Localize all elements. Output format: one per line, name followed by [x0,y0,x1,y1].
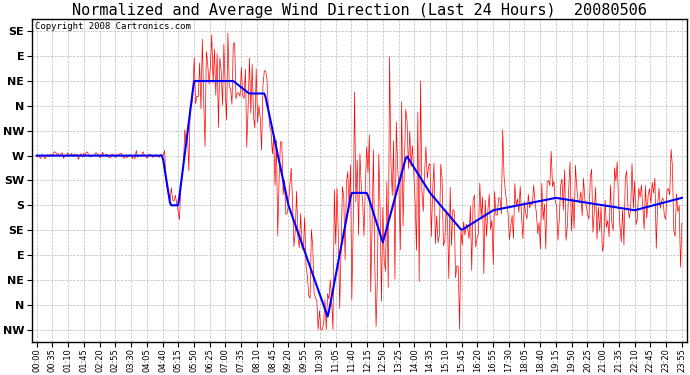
Text: Copyright 2008 Cartronics.com: Copyright 2008 Cartronics.com [35,22,191,31]
Title: Normalized and Average Wind Direction (Last 24 Hours)  20080506: Normalized and Average Wind Direction (L… [72,3,647,18]
